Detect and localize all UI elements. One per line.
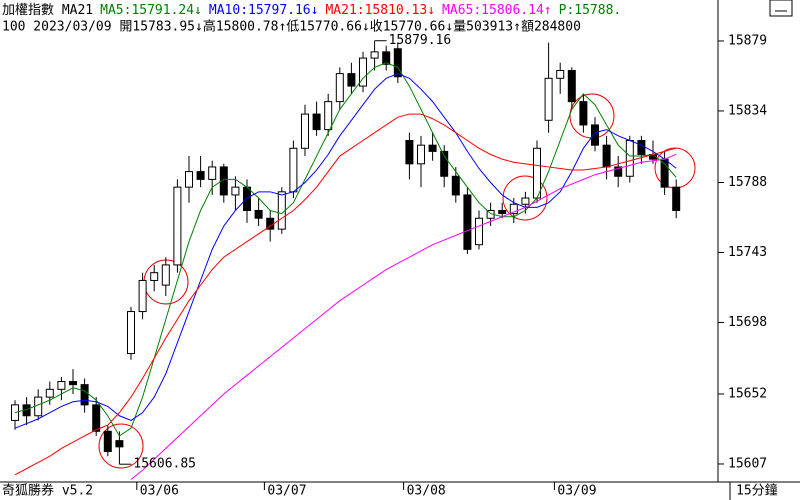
candle-body xyxy=(138,279,147,313)
candle-body xyxy=(579,101,588,126)
candle-body xyxy=(417,144,425,165)
candle-body xyxy=(185,171,193,188)
candle-body xyxy=(533,147,541,199)
candle-body xyxy=(672,186,681,211)
candle-body xyxy=(324,101,333,131)
candle-body xyxy=(219,166,228,196)
candle-body xyxy=(231,186,240,196)
candle-body xyxy=(92,404,101,432)
candle-body xyxy=(370,51,379,59)
y-tick-label: 15879 xyxy=(728,33,767,48)
brand: 奇狐勝券 v5.2 xyxy=(2,483,93,499)
y-tick-label: 15788 xyxy=(728,175,767,190)
candle-body xyxy=(277,191,286,230)
x-tick-label: 03/09 xyxy=(557,484,596,499)
window-button[interactable] xyxy=(769,0,793,17)
candle-body xyxy=(428,144,437,152)
candle-body xyxy=(34,396,43,417)
high-label: 15879.16 xyxy=(389,33,452,48)
candle-body xyxy=(312,113,321,131)
candle-body xyxy=(69,381,77,386)
candle-body xyxy=(475,217,483,246)
ma-line xyxy=(14,62,677,437)
legend-entry: MA65:15806.14↑ xyxy=(442,3,552,18)
candle-body xyxy=(103,430,112,453)
candle-body xyxy=(602,144,611,168)
candle-body xyxy=(359,57,367,87)
candle-body xyxy=(161,264,170,286)
candle-body xyxy=(556,70,565,79)
period: 15分鐘 xyxy=(736,483,778,499)
y-tick-label: 15743 xyxy=(728,245,767,260)
candle-body xyxy=(509,203,518,215)
candle-body xyxy=(498,209,507,215)
legend-entry: MA5:15791.24↓ xyxy=(100,3,202,18)
info-line: 100 2023/03/09 開15783.95↓高15800.78↑低1577… xyxy=(2,19,581,35)
highlight-circle xyxy=(98,423,144,469)
candle-body xyxy=(463,194,472,250)
y-tick-label: 15698 xyxy=(728,315,767,330)
title: 加權指數 MA21 xyxy=(2,3,93,18)
ma-line xyxy=(14,113,677,476)
candle-body xyxy=(127,311,135,355)
candle-body xyxy=(405,140,414,165)
candle-body xyxy=(289,147,298,193)
ma-line xyxy=(130,153,677,480)
candle-body xyxy=(625,140,634,177)
candle-body xyxy=(544,77,553,121)
candle-body xyxy=(335,73,344,103)
candle-body xyxy=(301,113,309,149)
candle-body xyxy=(591,124,599,146)
price-tag: P:15788. xyxy=(559,3,622,18)
candle-body xyxy=(382,51,391,65)
x-tick-label: 03/08 xyxy=(407,484,446,499)
candle-body xyxy=(80,384,89,406)
candle-body xyxy=(208,166,217,180)
candle-body xyxy=(393,48,402,78)
candle-body xyxy=(521,197,530,205)
candle-body xyxy=(243,186,251,211)
y-tick-label: 15607 xyxy=(728,456,767,471)
candle-body xyxy=(637,140,646,155)
header: 加權指數 MA21 MA5:15791.24↓ MA10:15797.16↓ MA21… xyxy=(2,3,621,18)
candle-body xyxy=(150,272,159,281)
candle-body xyxy=(173,186,182,266)
ma-line xyxy=(14,73,677,429)
candle-body xyxy=(451,175,460,196)
candle-body xyxy=(567,70,576,103)
y-tick-label: 15652 xyxy=(728,386,767,401)
candle-body xyxy=(196,171,205,180)
x-tick-label: 03/07 xyxy=(267,484,306,499)
y-tick-label: 15834 xyxy=(728,103,767,118)
candle-body xyxy=(440,150,449,177)
x-tick-label: 03/06 xyxy=(140,484,179,499)
candle-body xyxy=(347,73,356,87)
candle-body xyxy=(254,209,263,219)
candle-body xyxy=(115,440,124,448)
candle-body xyxy=(57,381,66,390)
candle-body xyxy=(614,166,623,177)
legend-entry: MA10:15797.16↓ xyxy=(209,3,319,18)
legend-entry: MA21:15810.13↓ xyxy=(325,3,435,18)
highlight-circle xyxy=(502,175,548,221)
low-label: 15606.85 xyxy=(133,457,196,472)
candle-body xyxy=(45,388,54,398)
